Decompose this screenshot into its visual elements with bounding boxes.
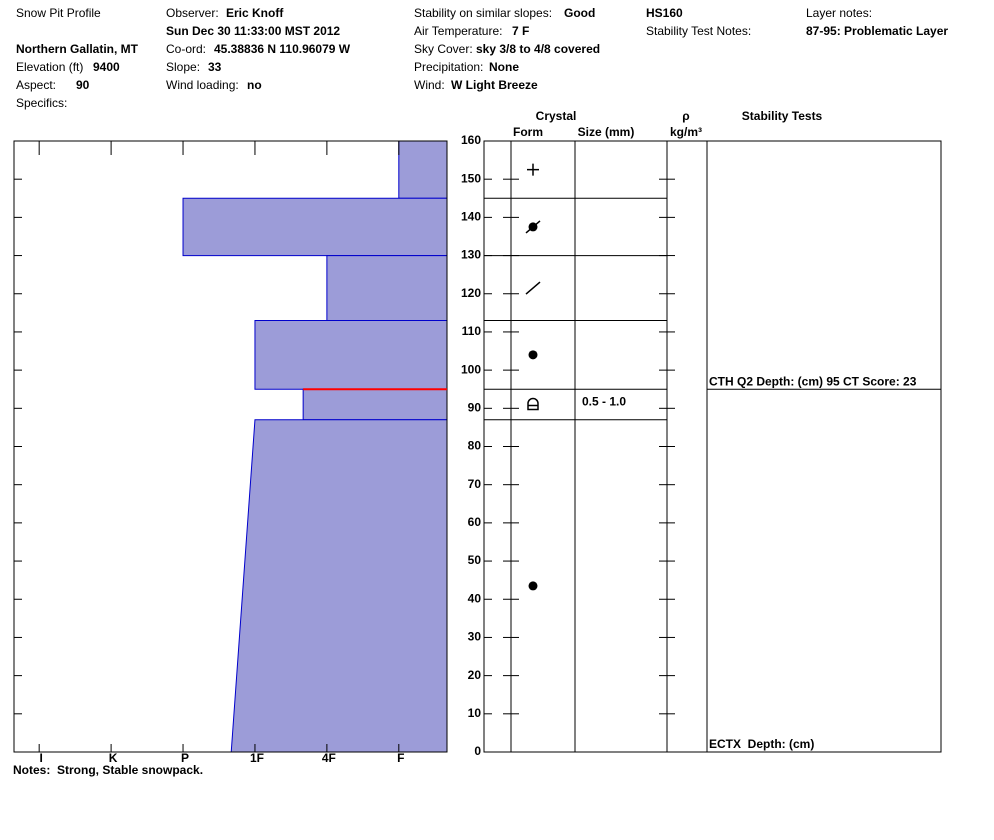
y-tick-label: 100 (461, 362, 481, 376)
y-tick-label: 70 (468, 477, 482, 491)
y-tick-label: 10 (468, 706, 482, 720)
y-tick-label: 120 (461, 286, 481, 300)
field-value: no (247, 78, 262, 92)
column-header: Crystal (536, 109, 577, 123)
stability-test: ECTX Depth: (cm) (709, 737, 814, 751)
field-value: None (489, 60, 519, 74)
field-value: Eric Knoff (226, 6, 284, 20)
hardness-layer (182, 197, 448, 257)
y-tick-label: 20 (468, 668, 482, 682)
hardness-layer (230, 419, 448, 753)
y-tick-label: 110 (462, 324, 482, 338)
crystal-icon (528, 581, 538, 591)
title: Snow Pit Profile (16, 6, 101, 20)
x-tick-label: I (40, 751, 43, 765)
date: Sun Dec 30 11:33:00 MST 2012 (166, 24, 341, 38)
x-tick-label: 4F (322, 751, 336, 765)
crystal-icon (528, 350, 538, 360)
grain-size: 0.5 - 1.0 (582, 395, 626, 409)
field-value: 7 F (512, 24, 530, 38)
field-label: Precipitation: (414, 60, 484, 74)
location: Northern Gallatin, MT (16, 42, 139, 56)
field-value: W Light Breeze (451, 78, 538, 92)
field-label: Slope: (166, 60, 201, 74)
stability-test-notes: Stability Test Notes: (646, 24, 752, 38)
field-label: Co-ord: (166, 42, 207, 56)
field-label: Wind: (414, 78, 445, 92)
field-value: 9400 (93, 60, 120, 74)
y-tick-label: 0 (474, 744, 481, 758)
column-header: ρ (682, 109, 689, 123)
y-tick-label: 130 (461, 248, 481, 262)
field-value: 45.38836 N 110.96079 W (214, 42, 351, 56)
column-header: Form (513, 125, 543, 139)
table-frame (483, 140, 942, 753)
layer-notes-label: Layer notes: (806, 6, 873, 20)
y-tick-label: 90 (468, 400, 482, 414)
y-tick-label: 160 (461, 133, 481, 147)
field-value: 33 (208, 60, 222, 74)
field-label: Wind loading: (166, 78, 239, 92)
column-header: Size (mm) (578, 125, 635, 139)
notes: Notes: Strong, Stable snowpack. (13, 763, 204, 777)
hs: HS160 (646, 6, 683, 20)
hardness-layer (302, 388, 448, 421)
field-value: sky 3/8 to 4/8 covered (476, 42, 601, 56)
crystal-icon (525, 220, 541, 234)
crystal-icon (527, 397, 539, 411)
y-tick-label: 140 (461, 210, 481, 224)
y-tick-label: 60 (468, 515, 482, 529)
field-label: Stability on similar slopes: (414, 6, 553, 20)
specifics: Specifics: (16, 96, 68, 110)
stability-test: CTH Q2 Depth: (cm) 95 CT Score: 23 (709, 374, 917, 388)
x-tick-label: F (397, 751, 404, 765)
field-label: Aspect: (16, 78, 57, 92)
y-tick-label: 30 (468, 630, 482, 644)
hardness-layer (326, 255, 448, 321)
field-label: Elevation (ft) (16, 60, 84, 74)
field-label: Sky Cover: (414, 42, 473, 56)
column-header: Stability Tests (742, 109, 823, 123)
x-tick-label: 1F (250, 751, 264, 765)
hardness-layer (398, 140, 448, 199)
field-value: Good (564, 6, 596, 20)
column-header: kg/m³ (670, 125, 702, 139)
y-tick-label: 40 (468, 591, 482, 605)
crystal-icon (525, 281, 541, 295)
field-label: Air Temperature: (414, 24, 503, 38)
y-tick-label: 150 (461, 171, 481, 185)
x-tick-label: K (109, 751, 118, 765)
layer-notes: 87-95: Problematic Layer (806, 24, 949, 38)
y-tick-label: 80 (468, 439, 482, 453)
x-tick-label: P (181, 751, 189, 765)
field-label: Observer: (166, 6, 219, 20)
y-tick-label: 50 (468, 553, 482, 567)
hardness-layer (254, 319, 448, 390)
field-value: 90 (76, 78, 90, 92)
